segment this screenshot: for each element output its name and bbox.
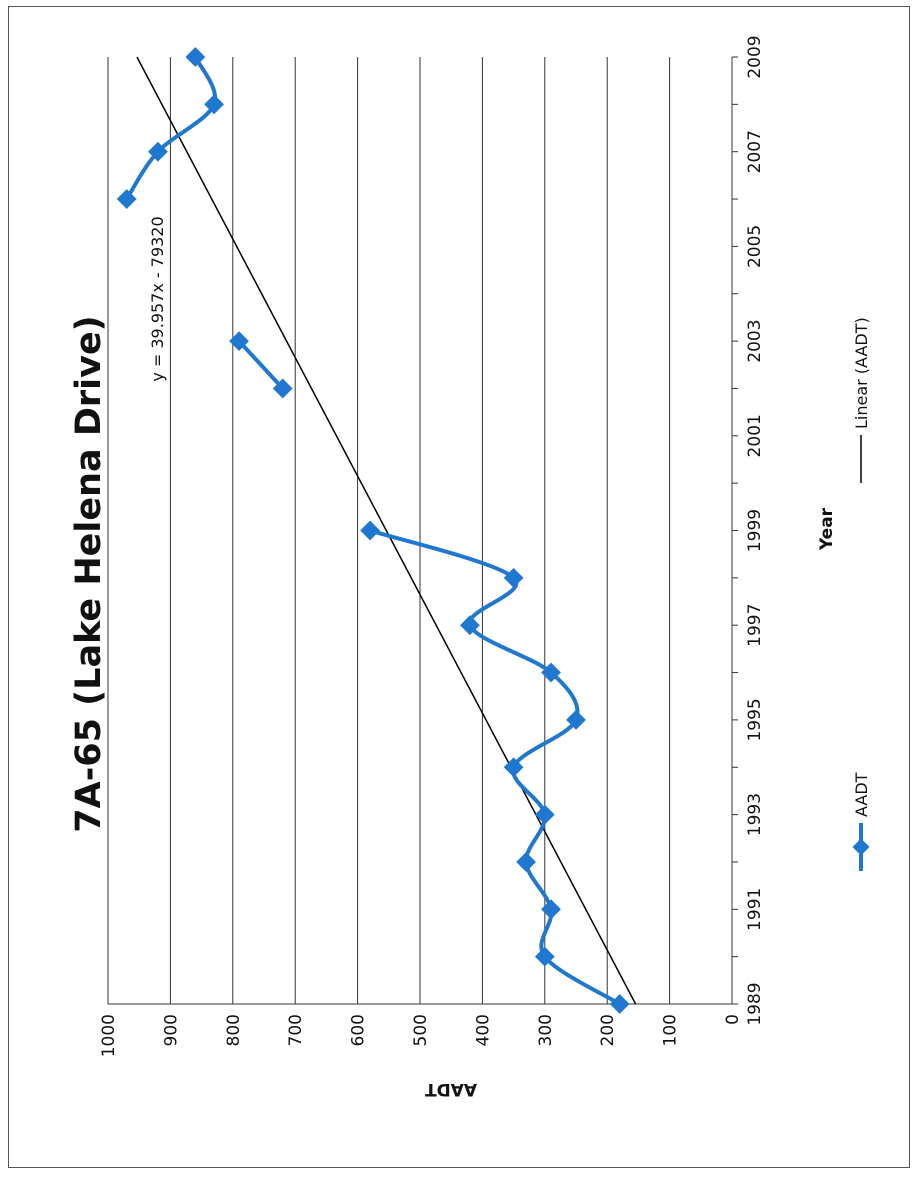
- data-point-1998: [503, 567, 524, 588]
- y-tick-label-700: 700: [286, 1014, 306, 1046]
- x-tick-label-2009: 2009: [745, 35, 765, 78]
- data-point-1989: [609, 994, 630, 1014]
- y-tick-label-0: 0: [723, 1014, 743, 1025]
- y-tick-label-600: 600: [349, 1014, 369, 1046]
- x-tick-label-1995: 1995: [745, 698, 765, 741]
- data-point-2009: [185, 47, 206, 67]
- y-axis-title: AADT: [425, 1079, 477, 1099]
- data-point-2007: [148, 141, 168, 162]
- y-tick-label-400: 400: [473, 1014, 493, 1046]
- y-tick-label-300: 300: [536, 1014, 556, 1046]
- data-point-1995: [566, 710, 586, 730]
- series-line-aadt-0: [369, 528, 621, 1006]
- x-tick-label-2005: 2005: [745, 225, 765, 268]
- trendline-equation: y = 39.957x - 79320: [148, 216, 167, 381]
- trendline: [136, 56, 637, 1005]
- data-point-1997: [460, 615, 480, 636]
- series-layer: [116, 47, 630, 1014]
- y-tick-label-100: 100: [661, 1014, 681, 1046]
- data-point-1994: [503, 757, 524, 778]
- data-point-1993: [534, 804, 555, 825]
- data-point-1990: [534, 946, 555, 967]
- x-tick-label-1997: 1997: [745, 604, 765, 647]
- legend-trend-label: Linear (AADT): [852, 317, 871, 429]
- data-point-1991: [541, 899, 561, 920]
- x-tick-label-1999: 1999: [745, 509, 765, 552]
- y-tick-label-500: 500: [411, 1014, 431, 1046]
- label-layer: 7A-65 (Lake Helena Drive) AADT Year y = …: [69, 216, 837, 1099]
- data-point-2002: [272, 378, 293, 399]
- x-tick-label-2001: 2001: [745, 414, 765, 457]
- y-tick-label-1000: 1000: [99, 1014, 119, 1057]
- legend: AADT Linear (AADT): [852, 317, 871, 871]
- y-tick-label-200: 200: [598, 1014, 618, 1046]
- data-point-1992: [516, 852, 536, 872]
- data-point-1999: [360, 520, 380, 541]
- y-tick-label-900: 900: [161, 1014, 181, 1046]
- x-tick-label-1989: 1989: [745, 982, 765, 1025]
- x-tick-label-2003: 2003: [745, 319, 765, 362]
- chart-title: 7A-65 (Lake Helena Drive): [69, 315, 109, 832]
- legend-aadt-label: AADT: [852, 772, 871, 817]
- series-line-aadt-1: [237, 339, 285, 390]
- x-tick-label-1993: 1993: [745, 793, 765, 836]
- data-point-2006: [116, 189, 137, 209]
- x-axis-title: Year: [817, 507, 837, 551]
- trendline-layer: [136, 56, 637, 1005]
- grid-layer: [107, 57, 671, 1004]
- page-frame: [8, 6, 910, 1168]
- axis-layer: 0 100 200 300 400 500 600 700 800 900 1000 1989 1991…: [99, 35, 765, 1057]
- series-line-aadt-2: [125, 56, 218, 201]
- x-tick-label-2007: 2007: [745, 130, 765, 173]
- x-tick-label-1991: 1991: [745, 888, 765, 931]
- y-tick-label-800: 800: [224, 1014, 244, 1046]
- data-point-2003: [229, 331, 249, 351]
- legend-aadt-marker: [852, 838, 870, 856]
- data-point-2008: [204, 94, 224, 115]
